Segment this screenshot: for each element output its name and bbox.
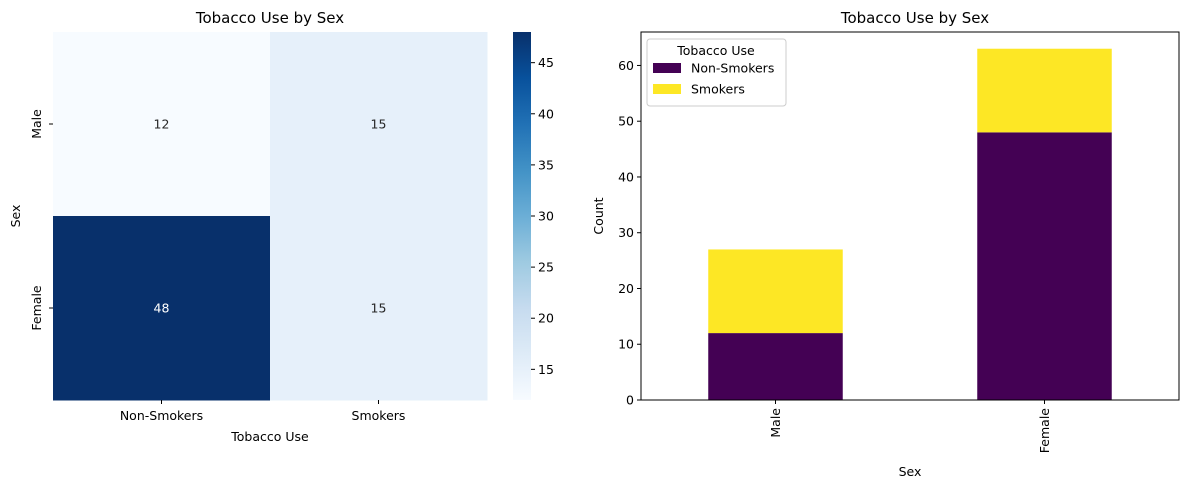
colorbar-tick-label: 40 [538,106,554,121]
bar-ytick-label: 20 [618,281,634,296]
bar-male-smokers [708,249,843,334]
heatmap-ylabel: Sex [8,205,23,228]
colorbar-tick-label: 30 [538,209,554,224]
legend-label: Non-Smokers [691,61,774,76]
bar-female-non-smokers [977,132,1112,400]
bar-ytick-label: 40 [618,169,634,184]
heatmap-xtick-label: Smokers [352,408,406,423]
colorbar-tick-label: 45 [538,55,554,70]
bar-ytick-label: 50 [618,114,634,129]
legend-title: Tobacco Use [676,43,755,58]
heatmap-xlabel: Tobacco Use [230,429,309,444]
heatmap-cell-female-non-smokers [53,216,271,401]
heatmap-chart: Tobacco Use by Sex 12 15 48 15 Non-Smokers S… [8,9,488,444]
legend-swatch [653,84,681,94]
bar-title: Tobacco Use by Sex [840,9,989,27]
heatmap-cell-male-smokers [270,32,488,217]
colorbar-tick-label: 20 [538,311,554,326]
heatmap-ytick-label: Male [29,109,44,139]
heatmap-cell-label-female-smokers: 15 [371,301,387,316]
bar-xtick-label: Female [1037,408,1052,454]
heatmap-cell-label-male-non-smokers: 12 [154,117,170,132]
colorbar-tick-label: 25 [538,260,554,275]
bar-ytick-label: 0 [626,393,634,408]
bar-ytick-label: 10 [618,337,634,352]
heatmap-colorbar: 15 20 25 30 35 40 45 [513,32,554,400]
bar-legend: Tobacco Use Non-Smokers Smokers [646,38,787,107]
bar-female-smokers [977,48,1112,133]
colorbar-gradient [513,32,531,400]
heatmap-cell-male-non-smokers [53,32,271,217]
legend-label: Smokers [691,82,745,97]
colorbar-tick-label: 15 [538,362,554,377]
bar-axes-frame [640,31,1180,401]
heatmap-ytick-label: Female [29,285,44,331]
legend-swatch [653,63,681,73]
bar-xtick-label: Male [768,408,783,438]
colorbar-tick-label: 35 [538,157,554,172]
heatmap-cell-label-male-smokers: 15 [371,117,387,132]
heatmap-cell-female-smokers [270,216,488,401]
bar-xlabel: Sex [899,464,922,479]
heatmap-title: Tobacco Use by Sex [195,9,344,27]
bar-ytick-label: 30 [618,225,634,240]
stacked-bar-chart: Tobacco Use by Sex 0 10 20 30 40 50 60 Male Fem… [591,9,1180,479]
bar-ytick-label: 60 [618,58,634,73]
bar-ylabel: Count [591,197,606,234]
heatmap-cell-label-female-non-smokers: 48 [154,301,170,316]
bar-male-non-smokers [708,333,843,400]
legend-box [646,38,787,107]
heatmap-xtick-label: Non-Smokers [120,408,203,423]
